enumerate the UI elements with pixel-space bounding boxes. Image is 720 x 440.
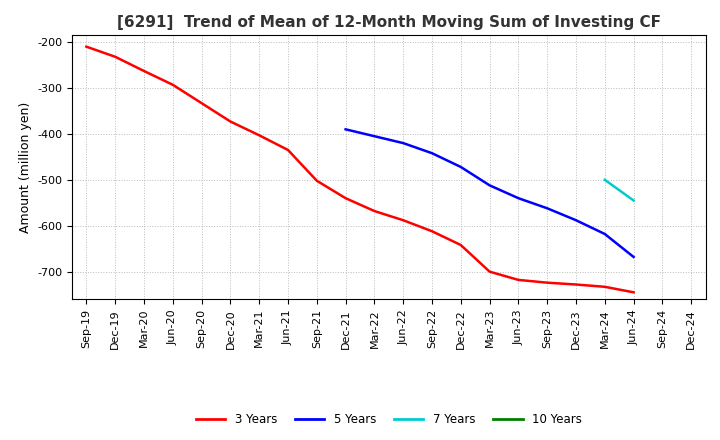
Legend: 3 Years, 5 Years, 7 Years, 10 Years: 3 Years, 5 Years, 7 Years, 10 Years (191, 408, 587, 431)
Y-axis label: Amount (million yen): Amount (million yen) (19, 102, 32, 233)
Title: [6291]  Trend of Mean of 12-Month Moving Sum of Investing CF: [6291] Trend of Mean of 12-Month Moving … (117, 15, 661, 30)
